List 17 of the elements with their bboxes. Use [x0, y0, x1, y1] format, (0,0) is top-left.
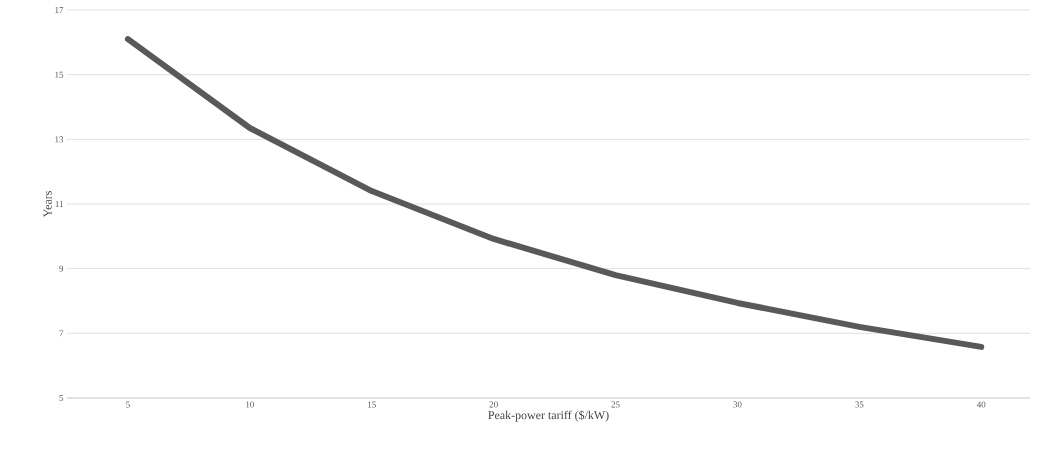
x-tick-label: 20 [489, 401, 498, 408]
y-axis-title: Years [43, 191, 52, 218]
y-tick-label: 5 [59, 395, 64, 401]
x-tick-label: 35 [855, 401, 864, 408]
x-tick-label: 10 [246, 401, 254, 408]
y-tick-label: 9 [59, 265, 64, 272]
x-tick-label: 5 [126, 401, 130, 408]
y-tick-label: 17 [55, 7, 64, 13]
y-tick-label: 11 [55, 201, 63, 207]
x-axis-title: Peak-power tariff ($/kW) [488, 410, 609, 422]
x-tick-label: 25 [611, 401, 620, 408]
y-tick-label: 13 [55, 136, 64, 143]
x-tick-label: 40 [976, 401, 986, 408]
y-tick-label: 15 [55, 71, 64, 78]
x-tick-label: 15 [368, 401, 376, 408]
x-tick-label: 30 [733, 401, 742, 408]
y-tick-label: 7 [59, 330, 64, 337]
